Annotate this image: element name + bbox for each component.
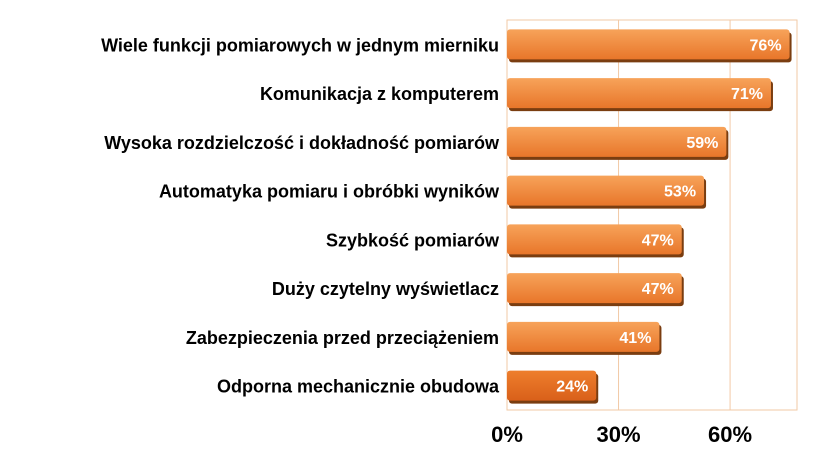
bar-5: [507, 273, 682, 304]
bar-layer: 76% 71% 59% 53% 47% 47% 41% 24%: [507, 29, 792, 404]
value-label-0: 76%: [750, 37, 782, 54]
category-label-1: Komunikacja z komputerem: [260, 84, 499, 104]
x-tick-label-0: 0%: [491, 422, 523, 447]
value-label-5: 47%: [642, 281, 674, 298]
bar-1: [507, 78, 771, 109]
x-tick-label-1: 30%: [597, 422, 641, 447]
bar-2: [507, 126, 727, 157]
bar-4: [507, 224, 682, 255]
value-label-4: 47%: [642, 232, 674, 249]
category-label-layer: Wiele funkcji pomiarowych w jednym miern…: [101, 35, 500, 396]
x-tick-label-2: 60%: [708, 422, 752, 447]
x-axis-tick-layer: 0% 30% 60%: [491, 422, 752, 447]
value-label-2: 59%: [686, 135, 718, 152]
value-label-7: 24%: [556, 379, 588, 396]
bar-0: [507, 29, 790, 60]
category-label-5: Duży czytelny wyświetlacz: [272, 279, 499, 299]
category-label-4: Szybkość pomiarów: [326, 230, 500, 250]
value-label-6: 41%: [619, 330, 651, 347]
category-label-3: Automatyka pomiaru i obróbki wyników: [159, 182, 500, 202]
bar-3: [507, 175, 705, 206]
category-label-6: Zabezpieczenia przed przeciążeniem: [186, 328, 499, 348]
category-label-7: Odporna mechanicznie obudowa: [217, 377, 500, 397]
category-label-2: Wysoka rozdzielczość i dokładność pomiar…: [104, 133, 500, 153]
bar-7: [507, 370, 597, 401]
category-label-0: Wiele funkcji pomiarowych w jednym miern…: [101, 35, 499, 55]
value-label-3: 53%: [664, 184, 696, 201]
bar-6: [507, 321, 660, 352]
value-label-1: 71%: [731, 86, 763, 103]
